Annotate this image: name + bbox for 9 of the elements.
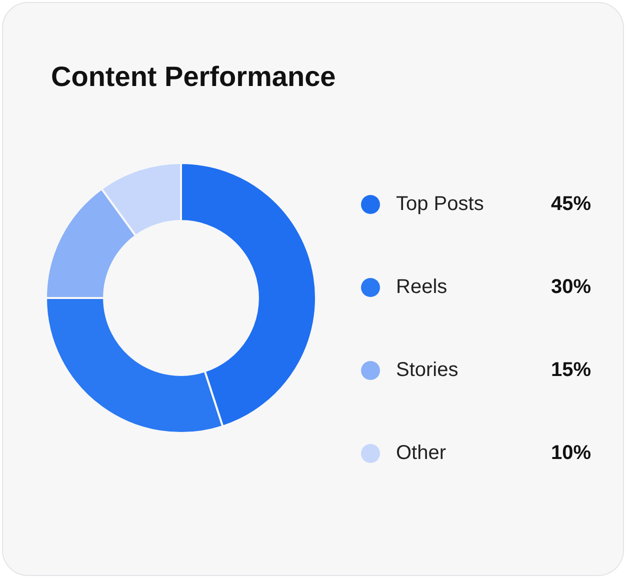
legend-label: Stories: [396, 359, 460, 382]
chart-title: Content Performance: [51, 61, 336, 93]
legend-label: Top Posts: [396, 193, 485, 216]
data-label: 45%: [550, 193, 591, 216]
data-label: 30%: [550, 276, 591, 299]
data-label: 15%: [550, 359, 591, 382]
data-label: 10%: [550, 442, 591, 465]
legend-label: Reels: [396, 276, 448, 299]
legend-label: Other: [396, 442, 448, 465]
